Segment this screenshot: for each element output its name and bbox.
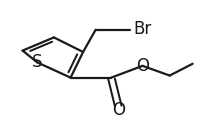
Text: Br: Br [133, 20, 151, 38]
Text: S: S [32, 53, 42, 71]
Text: O: O [136, 57, 149, 75]
Text: O: O [112, 101, 125, 119]
